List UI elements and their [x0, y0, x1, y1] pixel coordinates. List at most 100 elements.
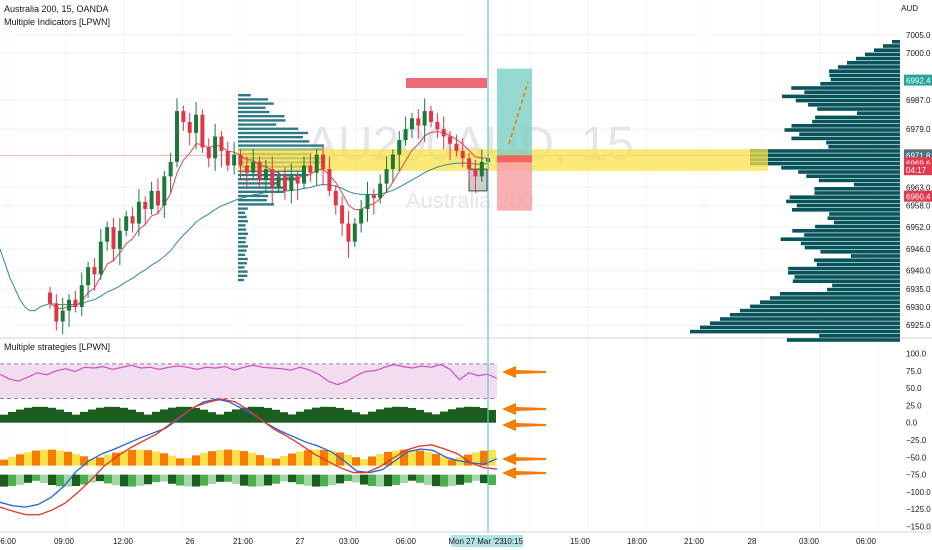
histogram-bar: [424, 451, 432, 466]
profile-bar: [750, 161, 900, 166]
entry-area: [497, 155, 532, 163]
candle-body: [225, 150, 230, 166]
histogram-bar: [16, 409, 24, 423]
histogram-bar: [40, 474, 48, 484]
price-axis[interactable]: 7005.0 7000.0 6992.4 6987.0 6979.0 6971.86969…: [904, 31, 932, 330]
candle-body: [244, 165, 249, 173]
price-badge-label: 6969.6: [906, 159, 931, 168]
time-tick-label: 09:00: [54, 537, 75, 546]
candle-body: [162, 176, 167, 206]
histogram-bar: [240, 451, 248, 466]
histogram-bar: [184, 458, 192, 466]
osc-tick-label: 0.0: [906, 419, 918, 428]
oscillator-axis[interactable]: 100.0 75.0 50.0 25.0 0.0 −25.0 −50.0 −75.0 −100.…: [906, 349, 931, 531]
indicator-label[interactable]: Multiple Indicators [LPWN]: [4, 17, 111, 27]
histogram-bar: [320, 449, 328, 466]
candle-body: [175, 111, 179, 162]
session-profile-bar: [238, 236, 247, 240]
candle-body: [263, 169, 268, 180]
histogram-bar: [328, 406, 336, 423]
histogram-bar: [464, 454, 472, 466]
time-tick-label: 03:00: [339, 537, 360, 546]
histogram-bar: [344, 454, 352, 466]
candle-body: [92, 267, 97, 275]
candle-body: [54, 303, 59, 322]
candle-body: [460, 150, 465, 159]
candle-body: [365, 194, 370, 210]
strategies-label[interactable]: Multiple strategies [LPWN]: [4, 342, 111, 352]
histogram-bar: [440, 411, 448, 423]
candle-body: [454, 143, 459, 151]
price-tick-label: 6987.0: [906, 96, 931, 105]
candle-body: [48, 292, 52, 304]
histogram-bar: [408, 449, 416, 466]
candle-body: [467, 158, 472, 170]
session-profile-bar: [238, 274, 248, 277]
profile-bar: [828, 145, 900, 149]
histogram-bar: [376, 409, 384, 423]
candle-body: [289, 176, 294, 191]
profile-bar: [782, 94, 900, 99]
candle-body: [333, 190, 338, 206]
histogram-bar: [72, 474, 80, 486]
signal-arrows: [502, 366, 546, 479]
session-profile-bar: [238, 257, 248, 261]
profile-bar: [892, 40, 900, 44]
candle-body: [111, 227, 116, 249]
histogram-bar: [432, 454, 440, 466]
histogram-bar: [72, 414, 80, 423]
histogram-bar: [224, 449, 232, 466]
histogram-bar: [24, 452, 32, 466]
profile-bar: [819, 334, 900, 338]
histogram-bar: [216, 414, 224, 423]
volume-profile: [690, 40, 900, 342]
histogram-bar: [480, 407, 488, 423]
histogram-bar: [104, 406, 112, 423]
profile-bar: [814, 191, 900, 195]
candle-body: [270, 169, 275, 188]
histogram-bar: [128, 409, 136, 423]
histogram-bar: [72, 453, 80, 466]
session-profile-bar: [238, 123, 277, 126]
histogram-bar: [288, 453, 296, 466]
candle-body: [422, 111, 427, 126]
time-axis[interactable]: 06:00 09:00 12:00 26 21:00 27 03:00 06:00 Mon 27…: [0, 531, 932, 547]
candle-body: [98, 241, 103, 275]
price-badge: [904, 164, 932, 176]
candle-body: [60, 310, 65, 322]
candle-body: [155, 190, 160, 206]
osc-tick-label: −125.0: [906, 505, 931, 514]
histogram-bar: [56, 450, 64, 466]
session-profile-bar: [238, 98, 268, 101]
histogram-bar: [120, 450, 128, 466]
profile-bar: [730, 313, 900, 317]
profile-bar: [820, 82, 900, 86]
candle-body: [136, 201, 141, 224]
histogram-bar: [144, 450, 152, 466]
histogram-bar: [376, 454, 384, 466]
histogram-bar: [256, 455, 264, 466]
histogram-bar: [328, 450, 336, 466]
profile-bar: [720, 317, 900, 321]
histogram-bar: [48, 407, 56, 423]
profile-bar: [815, 115, 900, 120]
histogram-bar: [432, 474, 440, 487]
price-tick-label: 7005.0: [906, 31, 931, 40]
profile-bar: [874, 48, 900, 52]
session-profile-bar: [238, 194, 269, 198]
histogram-bar: [256, 406, 264, 423]
price-badge-label: 6960.4: [906, 193, 931, 202]
profile-bar: [750, 153, 900, 157]
price-tick-label: 6930.0: [906, 303, 931, 312]
candle-body: [168, 161, 173, 177]
histogram-bar: [456, 474, 464, 485]
histogram-bar: [336, 474, 344, 484]
stop-loss-area: [497, 155, 532, 211]
histogram-bar: [160, 409, 168, 423]
histogram-bar: [264, 457, 272, 466]
profile-bar: [826, 140, 900, 145]
histogram-bar: [320, 406, 328, 423]
signal-arrow: [502, 366, 546, 378]
histogram-bar: [472, 474, 480, 481]
